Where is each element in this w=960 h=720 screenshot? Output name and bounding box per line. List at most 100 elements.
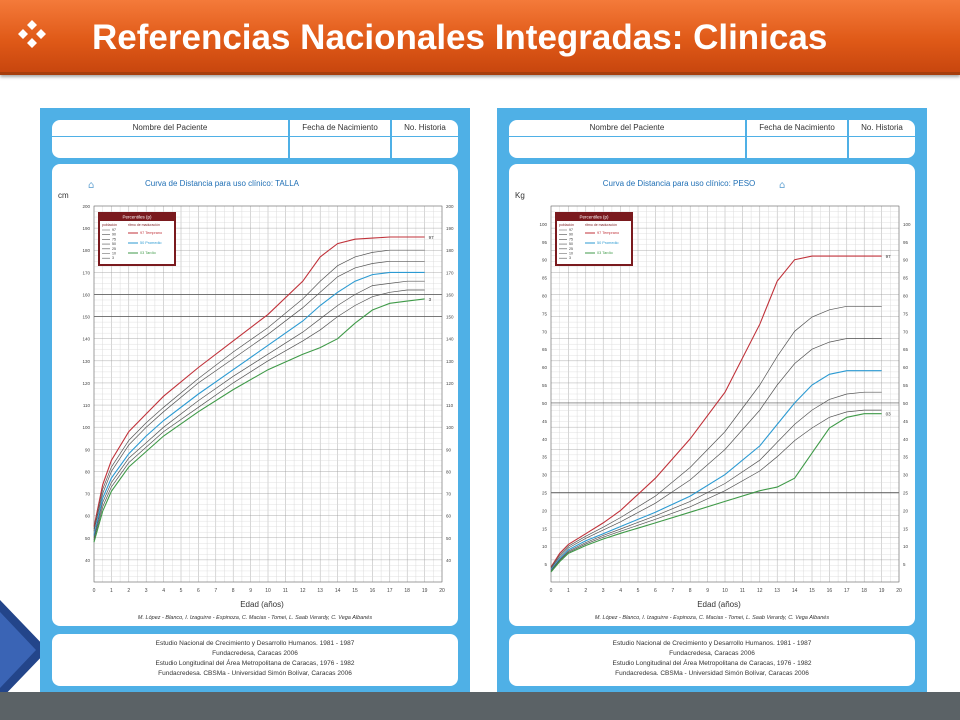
x-tick-label: 13 <box>317 588 323 594</box>
y-tick-label-right: 80 <box>903 294 909 299</box>
series-line-90 <box>93 260 425 532</box>
y-tick-label: 40 <box>542 437 548 442</box>
y-tick-label-right: 140 <box>446 337 454 342</box>
y-tick-label: 55 <box>542 383 548 388</box>
plot-frame <box>550 205 900 583</box>
x-tick-label: 6 <box>654 588 657 594</box>
x-tick-label: 5 <box>180 588 183 594</box>
x-tick-label: 11 <box>740 588 745 594</box>
legend-population-label: 75 <box>112 237 116 241</box>
y-tick-label: 60 <box>542 365 548 370</box>
patient-header-form: Nombre del Paciente Fecha de Nacimiento … <box>509 120 915 158</box>
series-line-10 <box>550 409 882 572</box>
y-tick-label-right: 20 <box>903 508 909 513</box>
chart-panel-peso: 5 5 10 10 15 15 20 20 25 25 30 30 35 35 40 40 45 45 50 50 55… <box>509 164 915 626</box>
y-tick-label: 95 <box>542 240 548 245</box>
y-tick-label-right: 60 <box>903 365 909 370</box>
chart-credits: M. López - Blanco, I. Izaguirre - Espino… <box>595 615 829 621</box>
y-tick-label-right: 190 <box>446 226 454 231</box>
y-tick-label: 190 <box>82 226 90 231</box>
legend-title: Percentiles (p) <box>122 215 152 220</box>
legend-maturation-label: 97 Temprano <box>140 231 162 235</box>
y-axis-label: cm <box>58 191 69 200</box>
x-tick-label: 16 <box>370 588 376 594</box>
x-tick-label: 17 <box>387 588 393 594</box>
y-tick-label: 40 <box>85 558 91 563</box>
y-tick-label-right: 70 <box>903 329 909 334</box>
x-tick-label: 2 <box>584 588 587 594</box>
y-tick-label: 100 <box>82 425 90 430</box>
scale-icon: ⌂ <box>779 180 785 191</box>
legend-population-label: 10 <box>569 252 573 256</box>
x-tick-label: 0 <box>93 588 96 594</box>
patient-name-field[interactable]: Nombre del Paciente <box>52 120 289 158</box>
series-line-97 <box>93 249 425 529</box>
y-tick-label-right: 30 <box>903 473 909 478</box>
y-tick-label: 85 <box>542 276 548 281</box>
x-tick-label: 16 <box>827 588 833 594</box>
legend-population-label: 50 <box>569 242 573 246</box>
x-tick-label: 11 <box>283 588 288 594</box>
x-tick-label: 17 <box>844 588 850 594</box>
series-line-10 <box>93 289 425 541</box>
y-tick-label-right: 70 <box>446 492 452 497</box>
x-tick-label: 4 <box>162 588 165 594</box>
four-diamond-bullet-icon <box>18 20 46 48</box>
y-tick-label-right: 90 <box>903 258 909 263</box>
y-tick-label: 15 <box>542 526 548 531</box>
plot-frame <box>93 205 443 583</box>
y-tick-label: 75 <box>542 311 548 316</box>
x-tick-label: 5 <box>637 588 640 594</box>
x-tick-label: 14 <box>792 588 798 594</box>
legend-maturation-label: 03 Tardío <box>140 251 156 255</box>
birth-date-field[interactable]: Fecha de Nacimiento <box>746 120 848 158</box>
y-tick-label-right: 80 <box>446 469 452 474</box>
x-tick-label: 10 <box>722 588 728 594</box>
history-number-field[interactable]: No. Historia <box>848 120 915 158</box>
chart-panel-talla: 40 40 50 50 60 60 70 70 80 80 90 90 100 100 110 110 120 1… <box>52 164 458 626</box>
x-tick-label: 12 <box>757 588 763 594</box>
legend-maturation-label: 03 Tardío <box>597 251 613 255</box>
y-tick-label: 150 <box>82 315 90 320</box>
x-axis-label: Edad (años) <box>697 600 741 609</box>
x-tick-label: 12 <box>300 588 306 594</box>
x-tick-label: 14 <box>335 588 341 594</box>
x-tick-label: 10 <box>265 588 271 594</box>
x-tick-label: 15 <box>809 588 815 594</box>
series-line-97 <box>550 305 882 568</box>
y-axis-label: Kg <box>515 191 525 200</box>
legend-population-label: 97 <box>112 228 116 232</box>
y-tick-label: 90 <box>85 447 91 452</box>
y-tick-label: 180 <box>82 248 90 253</box>
x-tick-label: 9 <box>706 588 709 594</box>
y-tick-label: 70 <box>542 329 548 334</box>
y-tick-label-right: 10 <box>903 544 909 549</box>
legend-population-label: 90 <box>112 233 116 237</box>
x-tick-label: 9 <box>249 588 252 594</box>
decorative-chevron <box>0 600 48 700</box>
y-tick-label-right: 15 <box>903 526 909 531</box>
chart-card-talla: Nombre del Paciente Fecha de Nacimiento … <box>40 108 470 692</box>
x-tick-label: 18 <box>404 588 410 594</box>
y-tick-label-right: 45 <box>903 419 909 424</box>
x-tick-label: 20 <box>896 588 902 594</box>
study-info-box: Estudio Nacional de Crecimiento y Desarr… <box>509 634 915 686</box>
y-tick-label: 70 <box>85 492 91 497</box>
history-number-field[interactable]: No. Historia <box>391 120 458 158</box>
legend-population-label: 3 <box>112 256 114 260</box>
x-tick-label: 3 <box>145 588 148 594</box>
x-tick-label: 1 <box>567 588 570 594</box>
y-tick-label-right: 85 <box>903 276 909 281</box>
y-tick-label-right: 60 <box>446 514 452 519</box>
legend-maturation-label: 97 Temprano <box>597 231 619 235</box>
y-tick-label-right: 40 <box>903 437 909 442</box>
birth-date-field[interactable]: Fecha de Nacimiento <box>289 120 391 158</box>
y-tick-label-right: 100 <box>903 222 911 227</box>
legend-col-poblacion: población <box>559 223 574 227</box>
x-axis-label: Edad (años) <box>240 600 284 609</box>
y-tick-label-right: 50 <box>446 536 452 541</box>
patient-name-field[interactable]: Nombre del Paciente <box>509 120 746 158</box>
slide-title: Referencias Nacionales Integradas: Clini… <box>92 18 828 57</box>
x-tick-label: 3 <box>602 588 605 594</box>
